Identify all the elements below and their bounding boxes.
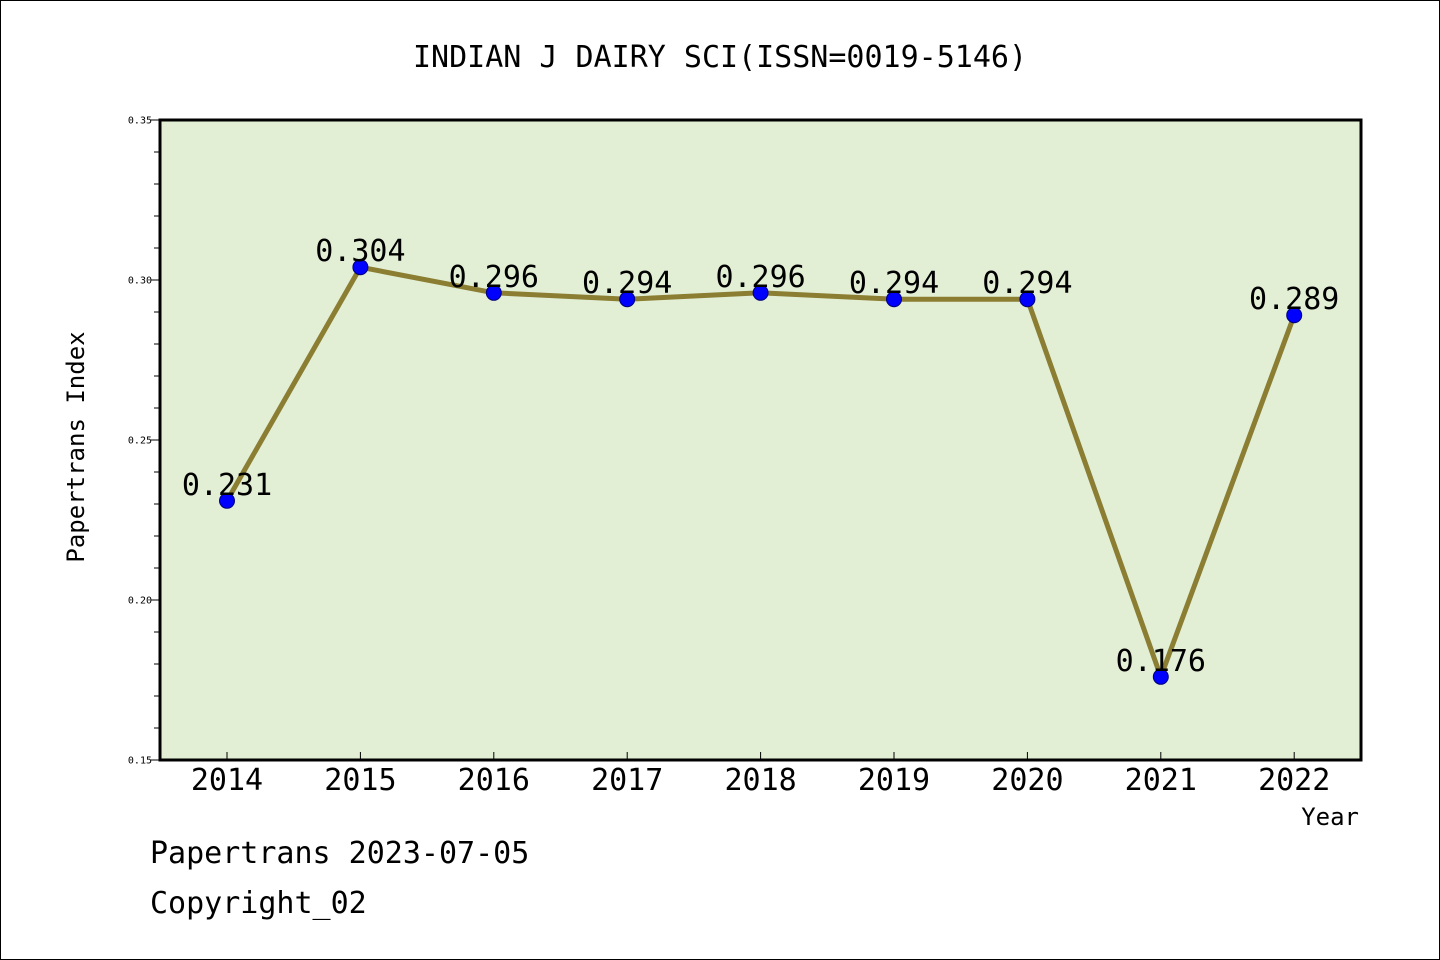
data-label: 0.296: [715, 260, 805, 295]
x-tick-label: 2021: [1125, 763, 1197, 798]
y-tick-label: 0.30: [128, 276, 152, 287]
y-axis-label: Papertrans Index: [62, 331, 90, 562]
data-point: [752, 284, 769, 301]
x-tick-label: 2018: [724, 763, 796, 798]
data-label: 0.294: [982, 266, 1072, 301]
y-tick-label: 0.20: [128, 596, 152, 607]
x-axis-label: Year: [1301, 803, 1359, 831]
chart-title: INDIAN J DAIRY SCI(ISSN=0019-5146): [413, 40, 1027, 75]
data-point: [352, 259, 369, 276]
marker-group: [219, 259, 1303, 685]
data-label-group: 0.231 0.304 0.296 0.294 0.296 0.294 0.294 0.176…: [182, 234, 1340, 679]
data-point: [619, 291, 636, 308]
data-point: [886, 291, 902, 308]
x-tick-label: 2017: [591, 763, 663, 798]
x-tick-label: 2020: [991, 763, 1063, 798]
x-tick-label: 2022: [1258, 763, 1330, 798]
plot-area: [158, 118, 1363, 762]
data-point: [1152, 668, 1169, 685]
data-label: 0.304: [315, 234, 405, 269]
data-point: [219, 492, 235, 509]
x-tick-label: 2014: [191, 763, 263, 798]
y-tick-label: 0.35: [128, 116, 152, 127]
y-axis: 0.15 0.20 0.25 0.30 0.35: [128, 116, 160, 767]
data-label: 0.296: [449, 260, 539, 295]
x-axis: 2014 2015 2016 2017 2018 2019 2020 2021 2022: [191, 752, 1330, 798]
data-label: 0.289: [1249, 282, 1339, 317]
x-tick-label: 2015: [324, 763, 396, 798]
data-label: 0.231: [182, 468, 272, 503]
data-label: 0.176: [1116, 644, 1206, 679]
x-tick-label: 2019: [858, 763, 930, 798]
footer-copyright: Copyright_02: [150, 886, 367, 921]
y-tick-label: 0.15: [128, 756, 152, 767]
footer-source: Papertrans 2023-07-05: [150, 836, 530, 871]
data-label: 0.294: [849, 266, 939, 301]
data-label: 0.294: [582, 266, 672, 301]
data-point: [1286, 307, 1303, 324]
data-point: [485, 284, 502, 301]
data-point: [1019, 291, 1036, 308]
y-tick-label: 0.25: [128, 436, 152, 447]
x-tick-label: 2016: [458, 763, 530, 798]
